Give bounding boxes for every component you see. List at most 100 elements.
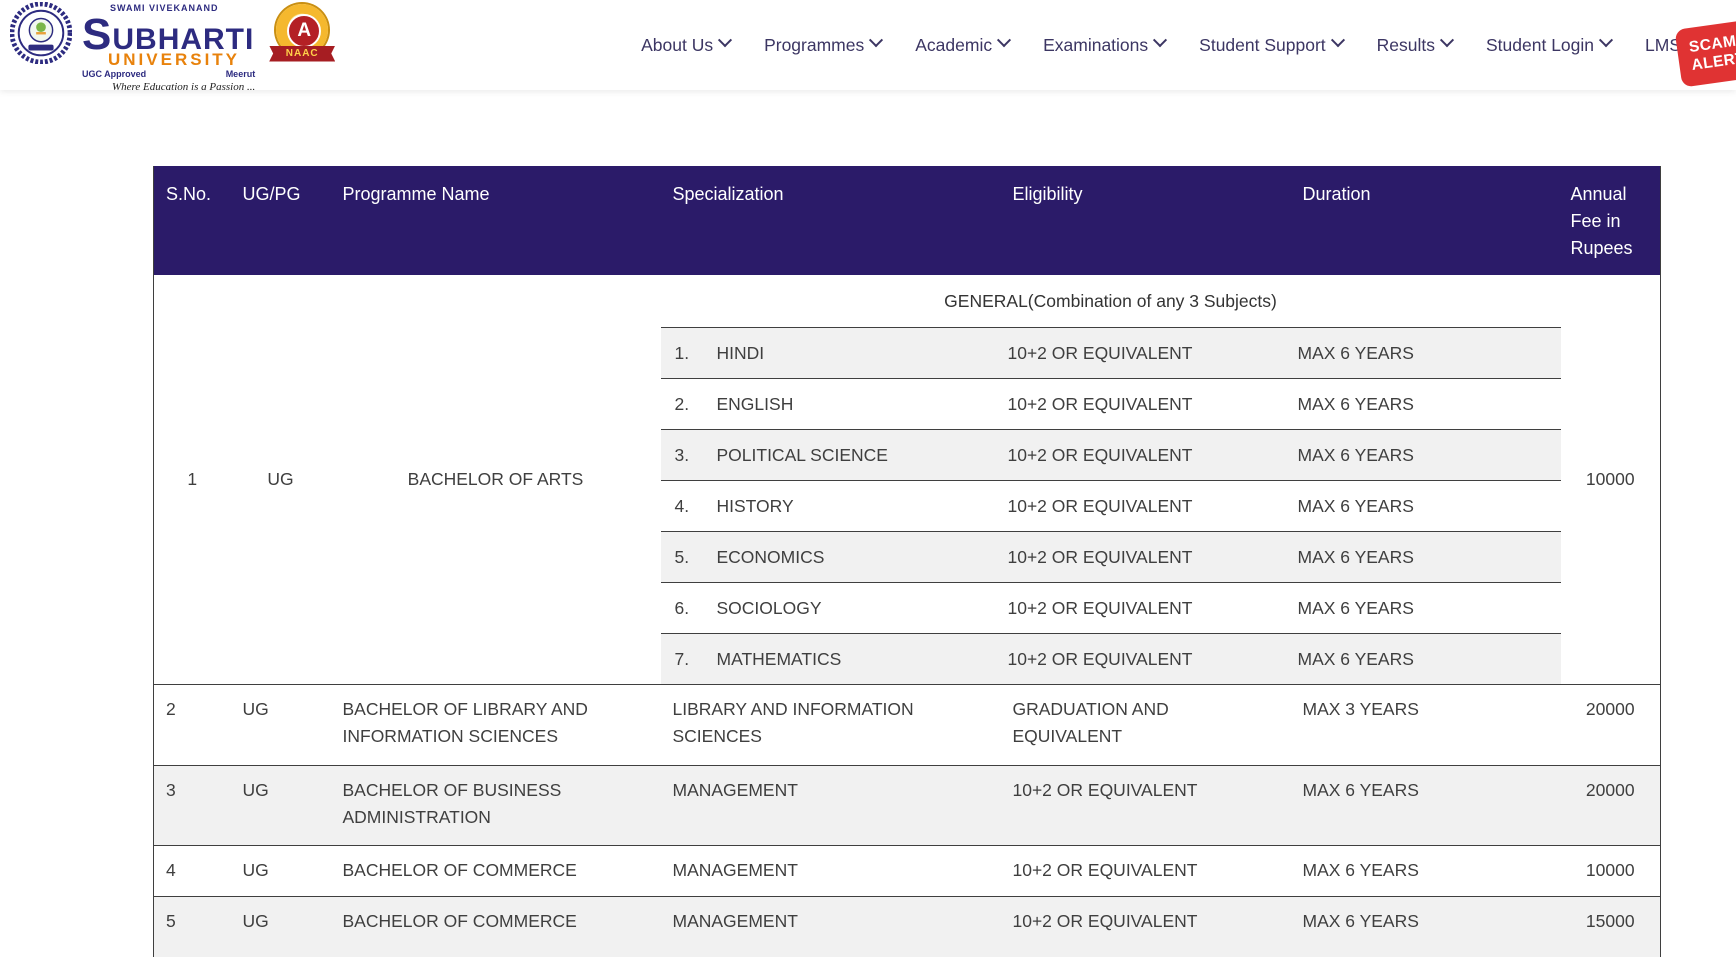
university-wordmark: SWAMI VIVEKANAND SUBHARTI UNIVERSITY UGC… [82, 0, 255, 93]
nav-label: Examinations [1043, 35, 1148, 56]
subject-eligibility: 10+2 OR EQUIVALENT [996, 547, 1286, 568]
nav-item-student-support[interactable]: Student Support [1199, 35, 1342, 56]
programmes-table: S.No. UG/PG Programme Name Specializatio… [153, 166, 1661, 957]
cell-programme-name: BACHELOR OF BUSINESS ADMINISTRATION [331, 766, 661, 846]
naac-badge-icon: A NAAC [273, 4, 331, 68]
cell-ugpg: UG [231, 685, 331, 766]
chevron-down-icon [997, 33, 1011, 47]
scam-alert-badge[interactable]: SCAM ALERT [1675, 14, 1736, 87]
nav-item-academic[interactable]: Academic [915, 35, 1009, 56]
cell-specialization: LIBRARY AND INFORMATION SCIENCES [661, 685, 1001, 766]
table-row: 5 UG BACHELOR OF COMMERCE MANAGEMENT 10+… [154, 897, 1661, 957]
subject-eligibility: 10+2 OR EQUIVALENT [996, 394, 1286, 415]
col-header-eligibility: Eligibility [1001, 166, 1291, 275]
cell-eligibility: 10+2 OR EQUIVALENT [1001, 897, 1291, 957]
subject-row: 1. HINDI 10+2 OR EQUIVALENT MAX 6 YEARS [661, 327, 1561, 378]
cell-ugpg: UG [231, 766, 331, 846]
cell-specialization: MANAGEMENT [661, 897, 1001, 957]
nav-label: Student Support [1199, 35, 1325, 56]
subject-row: 6. SOCIOLOGY 10+2 OR EQUIVALENT MAX 6 YE… [661, 582, 1561, 633]
subject-row: 7. MATHEMATICS 10+2 OR EQUIVALENT MAX 6 … [661, 633, 1561, 684]
university-logo[interactable]: SWAMI VIVEKANAND SUBHARTI UNIVERSITY UGC… [0, 0, 331, 93]
nav-item-about-us[interactable]: About Us [641, 35, 730, 56]
cell-specialization: MANAGEMENT [661, 846, 1001, 897]
nav-item-results[interactable]: Results [1377, 35, 1452, 56]
subject-name: ENGLISH [711, 394, 996, 415]
nav-label: Programmes [764, 35, 864, 56]
cell-duration: MAX 3 YEARS [1291, 685, 1561, 766]
chevron-down-icon [1440, 33, 1454, 47]
nav-item-programmes[interactable]: Programmes [764, 35, 881, 56]
cell-programme-name: BACHELOR OF LIBRARY AND INFORMATION SCIE… [331, 685, 661, 766]
chevron-down-icon [1153, 33, 1167, 47]
cell-annual-fee: 10000 [1561, 846, 1661, 897]
chevron-down-icon [1599, 33, 1613, 47]
subject-eligibility: 10+2 OR EQUIVALENT [996, 649, 1286, 670]
subject-name: ECONOMICS [711, 547, 996, 568]
cell-eligibility: GRADUATION AND EQUIVALENT [1001, 685, 1291, 766]
col-header-programme-name: Programme Name [331, 166, 661, 275]
subject-name: POLITICAL SCIENCE [711, 445, 996, 466]
specialization-text: LIBRARY AND INFORMATION SCIENCES [673, 696, 933, 750]
nav-label: Student Login [1486, 35, 1594, 56]
nav-label: Results [1377, 35, 1435, 56]
cell-sno: 2 [154, 685, 231, 766]
university-seal-icon [10, 2, 72, 69]
subject-number: 6. [661, 598, 711, 619]
subject-name: HINDI [711, 343, 996, 364]
nav-label: Academic [915, 35, 992, 56]
brand-swami-text: SWAMI VIVEKANAND [110, 4, 255, 13]
subject-group-label: GENERAL(Combination of any 3 Subjects) [661, 275, 1561, 327]
cell-duration: MAX 6 YEARS [1291, 897, 1561, 957]
cell-annual-fee: 20000 [1561, 685, 1661, 766]
subject-duration: MAX 6 YEARS [1286, 649, 1556, 670]
table-row: 3 UG BACHELOR OF BUSINESS ADMINISTRATION… [154, 766, 1661, 846]
col-header-annual-fee: Annual Fee in Rupees [1561, 166, 1661, 275]
subject-row: 5. ECONOMICS 10+2 OR EQUIVALENT MAX 6 YE… [661, 531, 1561, 582]
subject-number: 3. [661, 445, 711, 466]
brand-tagline: Where Education is a Passion ... [112, 82, 255, 93]
subject-row: 4. HISTORY 10+2 OR EQUIVALENT MAX 6 YEAR… [661, 480, 1561, 531]
subject-duration: MAX 6 YEARS [1286, 445, 1556, 466]
col-header-sno: S.No. [154, 166, 231, 275]
subject-eligibility: 10+2 OR EQUIVALENT [996, 598, 1286, 619]
table-row-bachelor-of-arts: 1 UG BACHELOR OF ARTS GENERAL(Combinatio… [154, 275, 1661, 685]
subject-number: 5. [661, 547, 711, 568]
main-nav: About Us Programmes Academic Examination… [641, 35, 1736, 56]
cell-sno: 1 [154, 275, 231, 685]
subject-number: 1. [661, 343, 711, 364]
nav-label: About Us [641, 35, 713, 56]
cell-annual-fee: 15000 [1561, 897, 1661, 957]
subject-duration: MAX 6 YEARS [1286, 547, 1556, 568]
subject-name: SOCIOLOGY [711, 598, 996, 619]
chevron-down-icon [1331, 33, 1345, 47]
subject-number: 4. [661, 496, 711, 517]
subject-eligibility: 10+2 OR EQUIVALENT [996, 445, 1286, 466]
cell-programme-name: BACHELOR OF ARTS [331, 275, 661, 685]
col-header-duration: Duration [1291, 166, 1561, 275]
subject-duration: MAX 6 YEARS [1286, 394, 1556, 415]
cell-programme-name: BACHELOR OF COMMERCE [331, 846, 661, 897]
naac-grade: A [287, 14, 321, 48]
cell-ugpg: UG [231, 846, 331, 897]
col-header-specialization: Specialization [661, 166, 1001, 275]
cell-duration: MAX 6 YEARS [1291, 846, 1561, 897]
subject-number: 7. [661, 649, 711, 670]
col-header-ugpg: UG/PG [231, 166, 331, 275]
city-text: Meerut [226, 70, 256, 79]
chevron-down-icon [869, 33, 883, 47]
chevron-down-icon [718, 33, 732, 47]
cell-eligibility: 10+2 OR EQUIVALENT [1001, 766, 1291, 846]
subject-eligibility: 10+2 OR EQUIVALENT [996, 496, 1286, 517]
subject-name: HISTORY [711, 496, 996, 517]
cell-programme-name: BACHELOR OF COMMERCE [331, 897, 661, 957]
subject-eligibility: 10+2 OR EQUIVALENT [996, 343, 1286, 364]
nav-item-examinations[interactable]: Examinations [1043, 35, 1165, 56]
scam-alert-label: SCAM ALERT [1688, 31, 1736, 74]
table-row: 2 UG BACHELOR OF LIBRARY AND INFORMATION… [154, 685, 1661, 766]
cell-annual-fee: 20000 [1561, 766, 1661, 846]
top-navbar: SWAMI VIVEKANAND SUBHARTI UNIVERSITY UGC… [0, 0, 1736, 90]
nav-item-student-login[interactable]: Student Login [1486, 35, 1611, 56]
subject-number: 2. [661, 394, 711, 415]
subject-duration: MAX 6 YEARS [1286, 496, 1556, 517]
